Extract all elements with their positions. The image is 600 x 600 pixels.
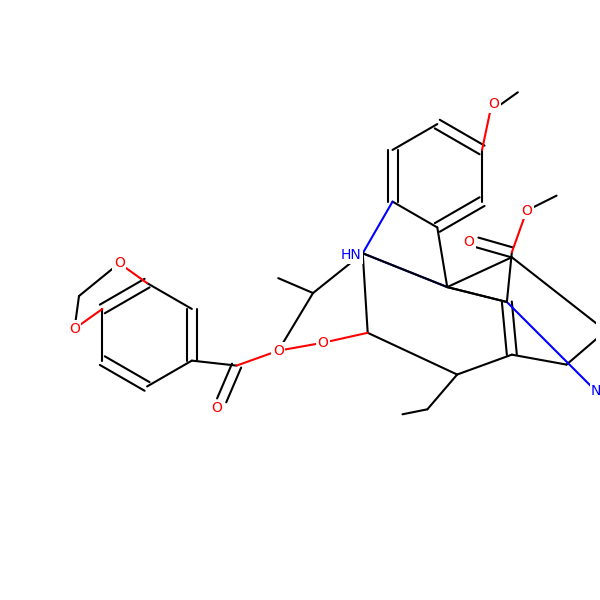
Text: O: O [211, 401, 222, 415]
Text: O: O [464, 235, 475, 250]
Text: HN: HN [340, 248, 361, 262]
Text: O: O [273, 344, 284, 358]
Text: O: O [114, 256, 125, 270]
Text: O: O [521, 203, 532, 218]
Text: O: O [488, 97, 499, 111]
Text: N: N [591, 385, 600, 398]
Text: O: O [317, 336, 328, 350]
Text: O: O [69, 322, 80, 336]
